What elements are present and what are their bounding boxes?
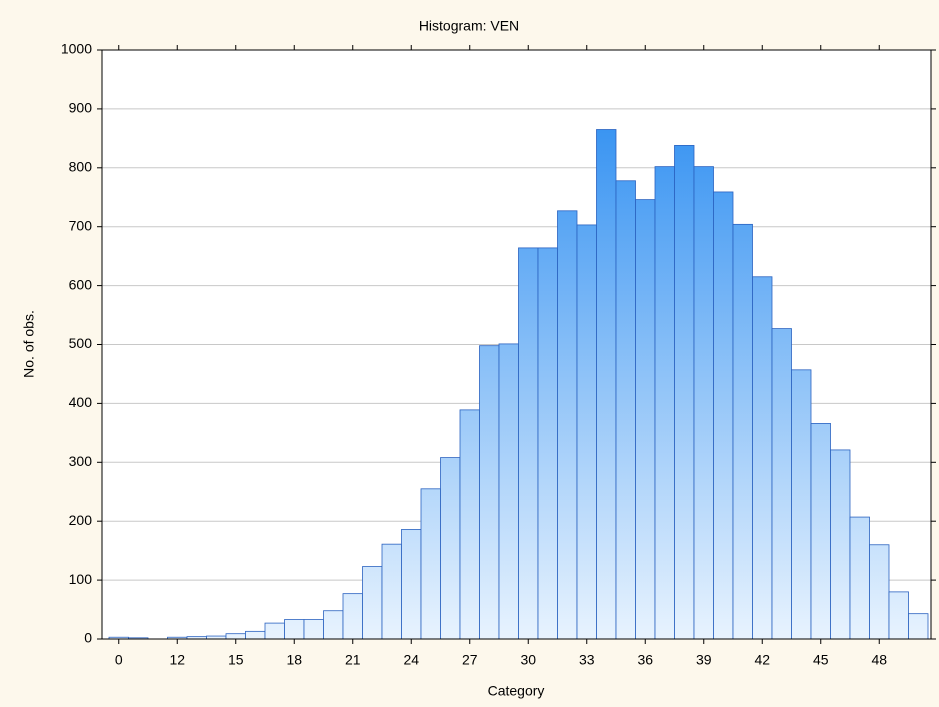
bar <box>518 247 539 640</box>
y-tick-label: 500 <box>69 335 93 351</box>
bar <box>479 345 500 640</box>
bar <box>908 613 929 640</box>
bar <box>771 328 792 640</box>
bar <box>596 129 617 640</box>
bar <box>654 166 675 640</box>
bar <box>362 566 383 640</box>
bar <box>830 449 851 640</box>
bar <box>225 633 246 640</box>
bar <box>537 247 558 640</box>
bar <box>303 619 324 640</box>
bar <box>615 180 636 640</box>
y-tick-label: 800 <box>69 159 93 175</box>
bar <box>284 619 305 640</box>
y-axis-label: No. of obs. <box>21 310 37 378</box>
y-tick-label: 700 <box>69 217 93 233</box>
y-tick-label: 1000 <box>61 41 92 57</box>
x-tick-label: 21 <box>345 652 361 668</box>
bar <box>869 544 890 640</box>
x-tick-label: 0 <box>115 652 123 668</box>
x-tick-label: 39 <box>696 652 712 668</box>
x-tick-label: 42 <box>754 652 770 668</box>
bar <box>342 593 363 640</box>
bar <box>576 224 597 640</box>
x-tick-label: 33 <box>579 652 595 668</box>
x-tick-label: 48 <box>871 652 887 668</box>
bar <box>791 369 812 640</box>
y-tick-label: 0 <box>84 630 92 646</box>
x-tick-label: 30 <box>520 652 536 668</box>
y-tick-label: 300 <box>69 453 93 469</box>
x-axis-label: Category <box>488 683 545 699</box>
bar <box>245 630 266 640</box>
bar <box>557 210 578 640</box>
bar <box>732 223 753 640</box>
bar <box>693 166 714 640</box>
bar <box>459 409 480 640</box>
bar <box>674 145 695 640</box>
bar <box>498 343 519 640</box>
x-tick-label: 27 <box>462 652 478 668</box>
y-tick-label: 900 <box>69 100 93 116</box>
y-tick-label: 100 <box>69 571 93 587</box>
bar <box>440 457 461 640</box>
x-tick-label: 18 <box>286 652 302 668</box>
bar <box>381 543 402 640</box>
bar <box>849 516 870 640</box>
bar <box>264 622 285 640</box>
bar <box>713 191 734 640</box>
bar <box>323 610 344 640</box>
bar <box>635 199 656 640</box>
bar <box>420 488 441 640</box>
bar <box>888 591 909 640</box>
x-tick-label: 12 <box>169 652 185 668</box>
y-tick-label: 600 <box>69 276 93 292</box>
x-tick-label: 15 <box>228 652 244 668</box>
chart-title: Histogram: VEN <box>419 18 519 34</box>
bar <box>752 276 773 640</box>
y-tick-label: 200 <box>69 512 93 528</box>
x-tick-label: 45 <box>813 652 829 668</box>
x-tick-label: 36 <box>637 652 653 668</box>
bar <box>401 529 422 640</box>
plot-frame <box>101 49 932 640</box>
y-tick-label: 400 <box>69 394 93 410</box>
x-tick-label: 24 <box>403 652 419 668</box>
bar <box>810 423 831 640</box>
